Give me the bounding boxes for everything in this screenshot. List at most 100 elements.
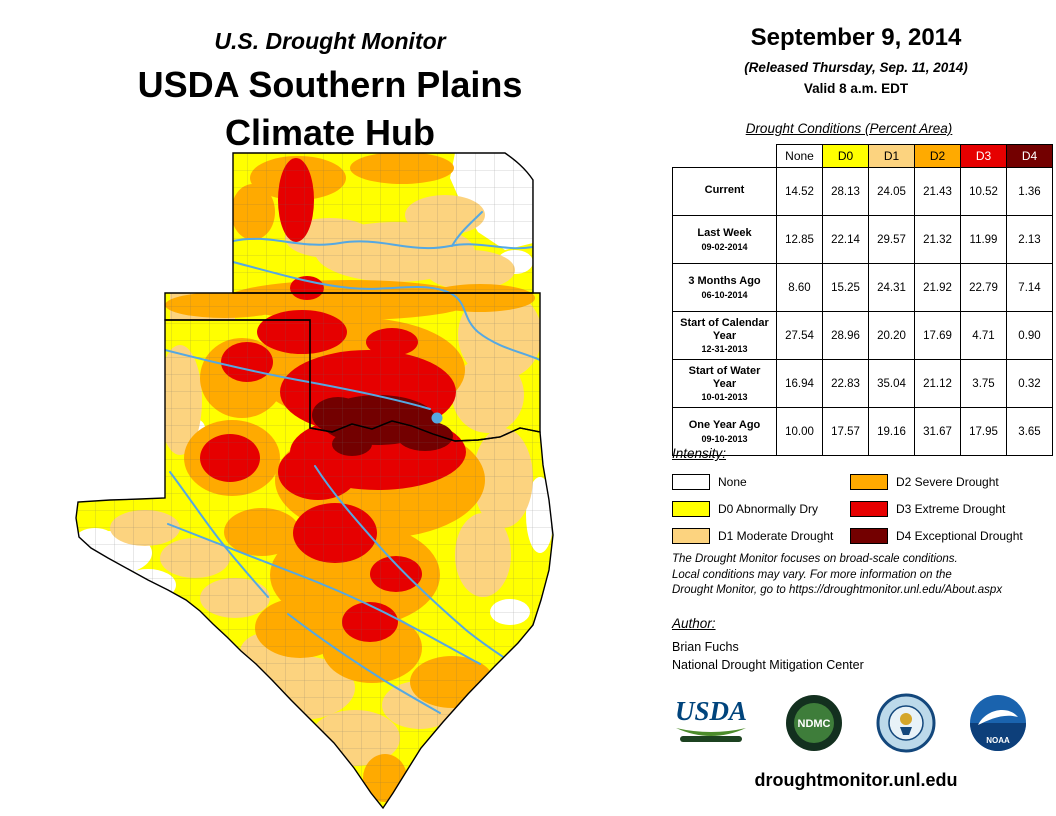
- value-cell: 24.31: [868, 263, 915, 312]
- svg-text:NDMC: NDMC: [798, 718, 831, 730]
- legend-swatch-d2: [850, 473, 888, 490]
- col-header-d1: D1: [868, 144, 915, 168]
- value-cell: 10.52: [960, 167, 1007, 216]
- legend-item-d2: D2 Severe Drought: [850, 468, 1028, 495]
- svg-text:NOAA: NOAA: [986, 736, 1010, 745]
- value-cell: 11.99: [960, 215, 1007, 264]
- legend-item-d4: D4 Exceptional Drought: [850, 522, 1028, 549]
- page-title-line1: USDA Southern Plains: [137, 64, 523, 105]
- svg-text:USDA: USDA: [675, 696, 747, 726]
- legend-title: Intensity:: [672, 446, 727, 461]
- footer-url: droughtmonitor.unl.edu: [754, 770, 958, 790]
- value-cell: 22.83: [822, 359, 869, 408]
- page-title-line2: Climate Hub: [224, 112, 436, 153]
- value-cell: 3.65: [1006, 407, 1053, 456]
- row-label: 3 Months Ago 06-10-2014: [672, 263, 777, 312]
- row-label: Current: [672, 167, 777, 216]
- table-row-start-water-year: Start of Water Year 10-01-2013 16.94 22.…: [672, 359, 1053, 408]
- legend-swatch-d3: [850, 500, 888, 517]
- row-label: Start of Calendar Year 12-31-2013: [672, 311, 777, 360]
- drought-map: [75, 152, 554, 810]
- table-row-3-months-ago: 3 Months Ago 06-10-2014 8.60 15.25 24.31…: [672, 263, 1053, 312]
- legend-swatch-d0: [672, 500, 710, 517]
- value-cell: 27.54: [776, 311, 823, 360]
- table-row-start-calendar-year: Start of Calendar Year 12-31-2013 27.54 …: [672, 311, 1053, 360]
- info-panel: September 9, 2014 (Released Thursday, Se…: [656, 0, 1056, 816]
- author-organization: National Drought Mitigation Center: [672, 658, 864, 672]
- state-borders: [75, 152, 554, 810]
- supertitle: U.S. Drought Monitor: [214, 28, 446, 54]
- value-cell: 22.79: [960, 263, 1007, 312]
- value-cell: 15.25: [822, 263, 869, 312]
- legend: None D0 Abnormally Dry D1 Moderate Droug…: [672, 468, 1028, 549]
- blank-cell: [673, 145, 777, 168]
- col-header-d0: D0: [822, 144, 869, 168]
- commerce-seal-logo: [876, 693, 936, 753]
- value-cell: 4.71: [960, 311, 1007, 360]
- legend-swatch-d4: [850, 527, 888, 544]
- value-cell: 29.57: [868, 215, 915, 264]
- value-cell: 10.00: [776, 407, 823, 456]
- value-cell: 21.32: [914, 215, 961, 264]
- value-cell: 1.36: [1006, 167, 1053, 216]
- value-cell: 3.75: [960, 359, 1007, 408]
- lake-texoma: [431, 412, 443, 424]
- value-cell: 17.57: [822, 407, 869, 456]
- author-name: Brian Fuchs: [672, 640, 739, 654]
- value-cell: 19.16: [868, 407, 915, 456]
- value-cell: 2.13: [1006, 215, 1053, 264]
- value-cell: 8.60: [776, 263, 823, 312]
- noaa-logo: NOAA: [970, 695, 1026, 751]
- table-row-one-year-ago: One Year Ago 09-10-2013 10.00 17.57 19.1…: [672, 407, 1053, 456]
- logos-row: USDA NDMC NOAA: [670, 684, 1028, 762]
- legend-swatch-d1: [672, 527, 710, 544]
- value-cell: 17.69: [914, 311, 961, 360]
- value-cell: 21.12: [914, 359, 961, 408]
- released-date: (Released Thursday, Sep. 11, 2014): [744, 60, 968, 75]
- col-header-d2: D2: [914, 144, 961, 168]
- value-cell: 21.43: [914, 167, 961, 216]
- legend-item-d0: D0 Abnormally Dry: [672, 495, 850, 522]
- col-header-none: None: [776, 144, 823, 168]
- usda-logo: USDA: [675, 696, 747, 742]
- drought-conditions-table: None D0 D1 D2 D3 D4 Current 14.52 28.13 …: [672, 144, 1053, 456]
- value-cell: 24.05: [868, 167, 915, 216]
- table-header-row: None D0 D1 D2 D3 D4: [673, 144, 1053, 168]
- ndmc-logo: NDMC: [786, 695, 842, 751]
- disclaimer-line: Drought Monitor, go to https://droughtmo…: [672, 584, 1003, 597]
- legend-swatch-none: [672, 473, 710, 490]
- disclaimer-line: Local conditions may vary. For more info…: [672, 568, 952, 581]
- value-cell: 28.13: [822, 167, 869, 216]
- map-section: U.S. Drought Monitor USDA Southern Plain…: [75, 28, 554, 810]
- legend-item-d1: D1 Moderate Drought: [672, 522, 850, 549]
- value-cell: 17.95: [960, 407, 1007, 456]
- value-cell: 20.20: [868, 311, 915, 360]
- legend-item-none: None: [672, 468, 850, 495]
- col-header-d4: D4: [1006, 144, 1053, 168]
- table-row-last-week: Last Week 09-02-2014 12.85 22.14 29.57 2…: [672, 215, 1053, 264]
- row-label: Last Week 09-02-2014: [672, 215, 777, 264]
- table-caption: Drought Conditions (Percent Area): [745, 121, 953, 136]
- value-cell: 0.32: [1006, 359, 1053, 408]
- value-cell: 35.04: [868, 359, 915, 408]
- value-cell: 7.14: [1006, 263, 1053, 312]
- value-cell: 16.94: [776, 359, 823, 408]
- value-cell: 14.52: [776, 167, 823, 216]
- value-cell: 28.96: [822, 311, 869, 360]
- row-label: Start of Water Year 10-01-2013: [672, 359, 777, 408]
- value-cell: 21.92: [914, 263, 961, 312]
- value-cell: 22.14: [822, 215, 869, 264]
- valid-time: Valid 8 a.m. EDT: [803, 81, 909, 96]
- disclaimer: The Drought Monitor focuses on broad-sca…: [672, 552, 1038, 599]
- author-heading: Author:: [672, 616, 716, 631]
- row-label: One Year Ago 09-10-2013: [672, 407, 777, 456]
- value-cell: 12.85: [776, 215, 823, 264]
- legend-item-d3: D3 Extreme Drought: [850, 495, 1028, 522]
- value-cell: 0.90: [1006, 311, 1053, 360]
- rivers: [164, 211, 541, 714]
- table-row-current: Current 14.52 28.13 24.05 21.43 10.52 1.…: [672, 167, 1053, 216]
- col-header-d3: D3: [960, 144, 1007, 168]
- report-date: September 9, 2014: [750, 24, 962, 51]
- value-cell: 31.67: [914, 407, 961, 456]
